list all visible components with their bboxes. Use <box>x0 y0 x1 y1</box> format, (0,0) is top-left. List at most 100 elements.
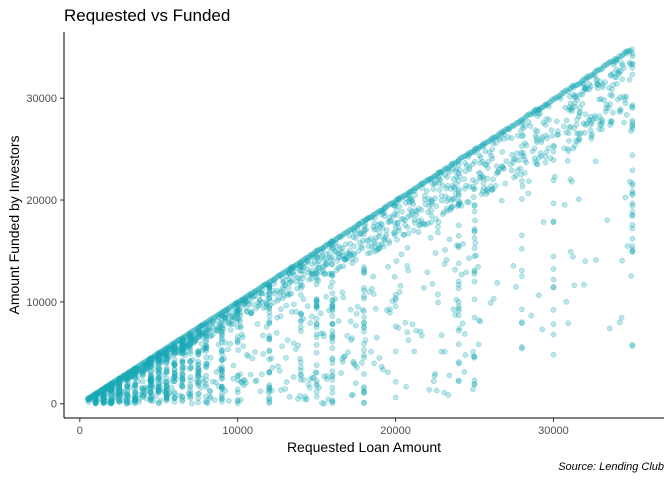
data-point <box>162 390 169 397</box>
data-point <box>607 118 614 125</box>
data-point <box>480 141 487 148</box>
data-point <box>563 87 570 93</box>
data-point <box>372 214 378 221</box>
data-point <box>539 134 545 140</box>
data-point <box>380 209 387 215</box>
data-point <box>381 210 387 217</box>
data-point <box>209 315 216 322</box>
data-point <box>335 265 342 271</box>
data-point <box>178 382 185 388</box>
data-point <box>126 374 133 381</box>
data-point <box>433 203 440 209</box>
data-point <box>179 339 185 346</box>
data-point <box>550 307 557 313</box>
data-point <box>592 69 598 75</box>
data-point <box>445 164 452 171</box>
data-point <box>125 370 132 376</box>
data-point <box>455 191 462 198</box>
data-point <box>294 274 301 281</box>
data-point <box>402 199 409 206</box>
data-point <box>239 334 246 340</box>
data-point <box>390 200 397 206</box>
data-point <box>337 254 343 260</box>
data-point <box>628 273 635 279</box>
data-point <box>574 116 580 123</box>
data-point <box>407 195 414 202</box>
data-point <box>607 122 613 128</box>
data-point <box>461 185 468 192</box>
data-point <box>546 116 552 123</box>
data-point <box>454 158 461 165</box>
data-point <box>532 107 539 113</box>
data-point <box>240 299 246 306</box>
data-point <box>230 375 236 382</box>
data-point <box>393 207 400 214</box>
data-point <box>551 143 558 150</box>
data-point <box>575 196 582 203</box>
data-point <box>150 378 156 385</box>
data-point <box>328 270 335 277</box>
data-point <box>398 194 405 201</box>
data-point <box>345 250 352 257</box>
data-point <box>483 191 489 197</box>
data-point <box>519 183 526 190</box>
data-point <box>496 130 503 136</box>
data-point <box>409 198 415 205</box>
data-point <box>141 359 148 365</box>
data-point <box>275 273 281 280</box>
data-point <box>111 378 118 385</box>
data-point <box>471 208 478 215</box>
data-point <box>452 159 459 166</box>
data-point <box>629 105 636 111</box>
data-point <box>203 321 210 328</box>
data-point <box>342 256 348 263</box>
data-point <box>244 352 250 358</box>
data-point <box>438 169 445 175</box>
data-point <box>293 308 299 315</box>
data-point <box>152 354 159 361</box>
data-point <box>459 320 466 327</box>
data-point <box>138 361 145 367</box>
data-point <box>238 297 245 303</box>
data-point <box>470 194 477 200</box>
data-point <box>489 186 496 193</box>
data-point <box>310 250 317 257</box>
data-point <box>86 394 92 401</box>
data-point <box>567 123 574 130</box>
data-point <box>629 119 636 126</box>
data-point <box>333 243 340 250</box>
data-point <box>313 324 320 331</box>
data-point <box>234 389 241 396</box>
data-point <box>536 107 542 113</box>
data-point <box>550 276 557 283</box>
data-point <box>481 185 487 192</box>
data-point <box>571 103 578 110</box>
data-point <box>519 273 525 280</box>
data-point <box>465 150 472 156</box>
data-point <box>347 226 354 233</box>
data-point <box>548 127 555 133</box>
data-point <box>389 298 396 304</box>
data-point <box>133 364 139 371</box>
data-point <box>323 261 330 268</box>
data-point <box>212 313 219 320</box>
data-point <box>357 220 364 227</box>
data-point <box>197 384 204 391</box>
data-point <box>320 245 327 252</box>
data-point <box>596 96 603 103</box>
data-point <box>341 255 348 262</box>
data-point <box>355 221 362 227</box>
data-point <box>104 383 111 389</box>
data-point <box>212 327 219 333</box>
data-point <box>482 161 489 168</box>
data-point <box>313 315 320 322</box>
data-point <box>266 347 273 354</box>
data-point <box>532 132 539 139</box>
data-point <box>302 256 308 262</box>
data-point <box>98 387 105 394</box>
data-point <box>476 170 482 177</box>
data-point <box>193 377 200 383</box>
data-point <box>413 212 420 218</box>
data-point <box>556 93 563 100</box>
data-point <box>279 270 286 277</box>
